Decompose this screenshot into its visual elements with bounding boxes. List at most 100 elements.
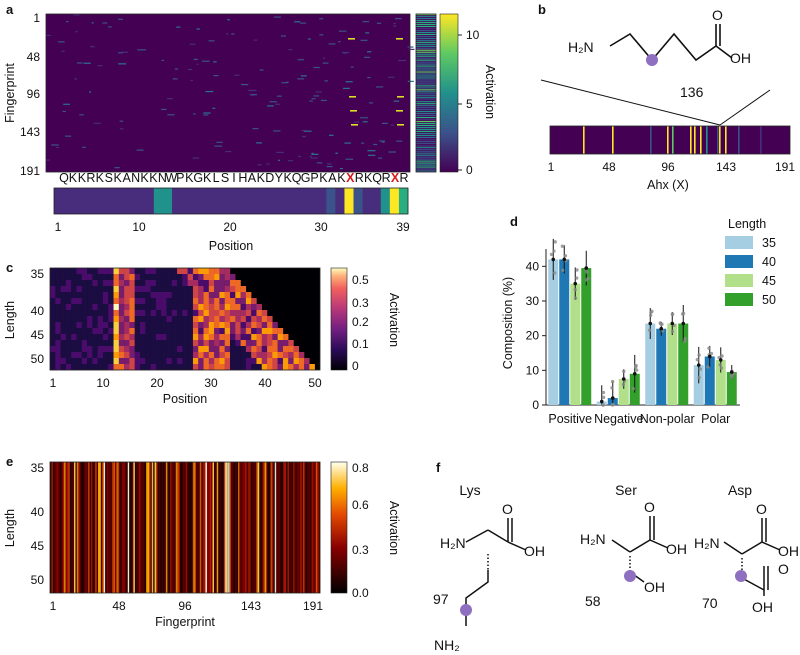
heatmap-cell (145, 358, 151, 365)
heatmap-cell (60, 352, 67, 359)
heatmap-cell (161, 274, 167, 281)
heatmap-cell (46, 159, 50, 161)
heatmap-cell (76, 280, 82, 287)
heatmap-cell (171, 268, 178, 275)
heatmap-cell (311, 462, 314, 593)
heatmap-cell (87, 292, 93, 299)
heatmap-cell (203, 340, 210, 347)
panel-a-xtick: 20 (223, 220, 237, 234)
heatmap-cell (245, 310, 252, 317)
side-strip-cell (416, 69, 436, 71)
heatmap-cell (310, 462, 312, 593)
heatmap-cell (281, 462, 284, 593)
heatmap-cell (76, 352, 82, 359)
heatmap-cell (76, 346, 82, 353)
heatmap-cell (245, 346, 252, 353)
heatmap-cell (230, 346, 236, 353)
strip-line (738, 126, 740, 154)
heatmap-cell (150, 334, 157, 341)
heatmap-cell (203, 310, 210, 317)
data-point (586, 276, 590, 281)
heatmap-cell (204, 462, 206, 593)
heatmap-cell (396, 38, 403, 40)
heatmap-cell (129, 462, 131, 593)
heatmap-cell (339, 167, 343, 170)
side-strip-cell (416, 21, 436, 24)
data-point (647, 328, 652, 332)
heatmap-cell (60, 298, 67, 305)
heatmap-cell (252, 462, 254, 593)
heatmap-cell (50, 316, 56, 323)
heatmap-cell (287, 160, 293, 162)
heatmap-cell (87, 310, 93, 317)
heatmap-cell (277, 352, 284, 359)
heatmap-cell (205, 462, 208, 593)
side-strip-cell (416, 107, 436, 109)
heatmap-cell (155, 328, 162, 335)
heatmap-cell (63, 103, 70, 105)
panel-b-xtick: 191 (775, 160, 795, 174)
legend-label: 40 (762, 255, 776, 269)
heatmap-cell (137, 49, 144, 51)
heatmap-cell (274, 462, 277, 593)
panel-e-cbar-tick: 0.3 (352, 543, 369, 557)
heatmap-cell (171, 286, 178, 293)
heatmap-cell (150, 268, 157, 275)
panel-a-side-strip (415, 13, 437, 173)
heatmap-cell (145, 298, 151, 305)
heatmap-cell (235, 462, 237, 593)
heatmap-cell (145, 322, 151, 329)
heatmap-cell (130, 462, 133, 593)
heatmap-cell (240, 346, 247, 353)
heatmap-cell (126, 462, 128, 593)
heatmap-cell (97, 328, 104, 335)
heatmap-cell (208, 298, 215, 305)
sequence-letter: K (78, 171, 87, 185)
heatmap-cell (81, 268, 88, 275)
heatmap-cell (145, 304, 151, 311)
side-strip-cell (416, 67, 436, 69)
heatmap-cell (272, 334, 278, 341)
heatmap-cell (174, 462, 177, 593)
panel-a-xtick: 39 (396, 220, 410, 234)
asp-structure (723, 518, 781, 596)
heatmap-cell (82, 462, 85, 593)
heatmap-cell (76, 334, 82, 341)
heatmap-cell (171, 304, 178, 311)
heatmap-cell (129, 286, 135, 293)
sequence-letter: K (149, 171, 158, 185)
heatmap-cell (208, 304, 215, 311)
heatmap-cell (55, 274, 61, 281)
heatmap-cell (245, 358, 252, 365)
heatmap-cell (298, 364, 305, 371)
heatmap-cell (187, 462, 189, 593)
heatmap-cell (81, 328, 88, 335)
side-strip-cell (416, 166, 436, 168)
heatmap-cell (119, 128, 124, 130)
heatmap-cell (140, 292, 146, 299)
heatmap-cell (240, 334, 247, 341)
heatmap-cell (140, 310, 146, 317)
heatmap-cell (203, 322, 210, 329)
heatmap-cell (92, 340, 98, 347)
heatmap-cell (288, 364, 294, 371)
heatmap-cell (251, 364, 257, 371)
heatmap-cell (198, 310, 204, 317)
heatmap-cell (160, 462, 162, 593)
sequence-letter: A (328, 171, 337, 185)
heatmap-cell (50, 346, 56, 353)
heatmap-cell (187, 322, 194, 329)
heatmap-cell (215, 462, 218, 593)
heatmap-cell (297, 59, 304, 61)
side-strip-cell (416, 83, 436, 85)
asp-highlight-atom (735, 570, 747, 582)
heatmap-cell (60, 346, 67, 353)
heatmap-cell (282, 340, 289, 347)
heatmap-cell (256, 352, 262, 359)
heatmap-cell (161, 364, 167, 371)
heatmap-cell (214, 304, 220, 311)
side-strip-cell (416, 158, 436, 160)
heatmap-cell (198, 268, 204, 275)
position-cell (308, 188, 318, 214)
heatmap-cell (293, 352, 300, 359)
